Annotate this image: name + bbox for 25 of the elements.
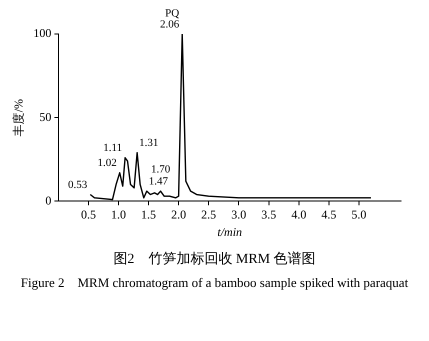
annotation: 0.53 (68, 178, 88, 191)
y-axis-title: 丰度/% (11, 98, 26, 136)
annotation: 1.31 (139, 137, 158, 150)
annotation: PQ (165, 7, 180, 20)
x-tick-label: 2.0 (171, 208, 186, 222)
annotation: 1.70 (150, 164, 171, 176)
text: 图2 竹笋加标回收 MRM 色谱图 (112, 250, 317, 268)
x-tick-label: 3.5 (261, 208, 276, 222)
text: Figure 2 MRM chromatogram of a bamboo sample spiked with paraquat (20, 274, 410, 292)
annotation: 1.11 (103, 142, 122, 154)
y-tick-label: 0 (45, 193, 52, 208)
x-tick-label: 4.5 (321, 208, 336, 222)
x-tick-label: 2.5 (201, 208, 216, 222)
x-tick-label: 5.0 (351, 208, 366, 222)
x-axis-title: t/min (217, 224, 242, 239)
x-tick-label: 3.0 (231, 208, 246, 222)
x-tick-label: 1.0 (111, 208, 126, 222)
annotation: 1.47 (148, 176, 169, 188)
x-tick-label: 0.5 (80, 208, 96, 222)
x-tick-label: 4.0 (291, 208, 306, 222)
y-tick-label: 100 (33, 26, 52, 40)
annotation: 2.06 (160, 18, 180, 30)
annotation: 1.02 (97, 157, 117, 170)
y-tick-label: 50 (39, 110, 52, 124)
x-tick-label: 1.5 (141, 208, 156, 222)
